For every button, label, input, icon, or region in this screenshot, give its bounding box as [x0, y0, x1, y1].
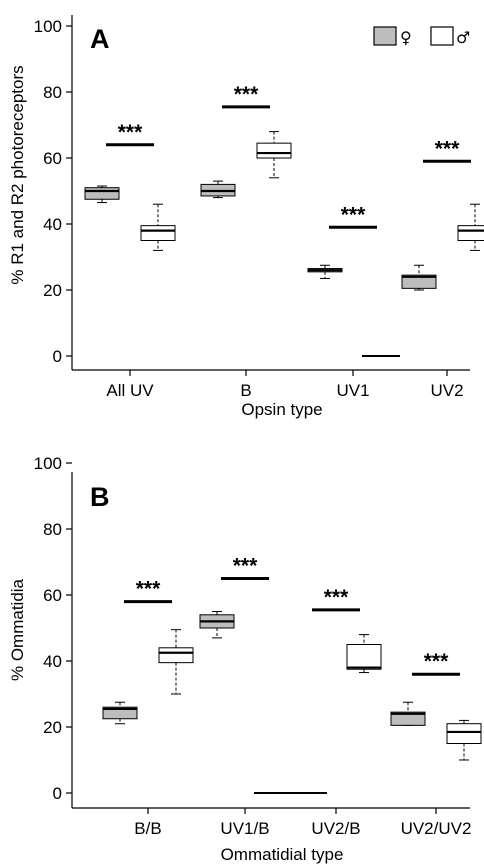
y-tick-label: 80	[43, 520, 62, 539]
legend-male-swatch	[430, 26, 454, 46]
iqr-rect	[84, 187, 120, 200]
box-male	[140, 203, 176, 251]
x-tick-label: UV2	[430, 381, 463, 400]
legend-female-swatch	[373, 26, 397, 46]
x-tick-label: All UV	[106, 381, 154, 400]
x-tick-label: UV1	[336, 381, 369, 400]
significance-stars: ***	[324, 586, 349, 609]
significance-stars: ***	[435, 137, 460, 160]
iqr-rect	[140, 225, 176, 241]
iqr-rect	[158, 647, 194, 664]
y-tick-label: 60	[43, 149, 62, 168]
panel-b: B % Ommatidia Ommatidial type 0 20 40 60 80 1…	[8, 454, 482, 864]
legend-female-symbol: ♀	[400, 28, 412, 47]
panel-letter-a: A	[90, 24, 110, 54]
y-tick-label: 40	[43, 652, 62, 671]
x-tick-label: UV1/B	[220, 819, 269, 838]
iqr-rect	[346, 644, 382, 670]
y-tick-label: 40	[43, 215, 62, 234]
legend-male-symbol: ♂	[456, 28, 470, 47]
box-female	[199, 611, 235, 639]
box-female	[102, 701, 138, 725]
box-male	[457, 203, 484, 251]
significance-stars: ***	[341, 203, 366, 226]
legend: ♀ ♂	[373, 26, 470, 47]
significance-stars: ***	[118, 121, 143, 144]
y-tick-label: 60	[43, 586, 62, 605]
iqr-rect	[256, 142, 292, 159]
box-female	[84, 185, 120, 204]
significance-stars: ***	[424, 650, 449, 673]
y-tick-label: 20	[43, 281, 62, 300]
panel-letter-b: B	[90, 482, 110, 512]
significance-stars: ***	[233, 555, 258, 578]
box-female	[307, 264, 343, 279]
y-tick-label: 20	[43, 718, 62, 737]
x-tick-label: B	[240, 381, 251, 400]
iqr-rect	[446, 723, 482, 745]
x-tick-label: B/B	[134, 819, 161, 838]
y-tick-label: 0	[53, 784, 62, 803]
x-tick-label: UV2/UV2	[401, 819, 472, 838]
y-tick-label: 80	[43, 83, 62, 102]
panel-a: A % R1 and R2 photoreceptors Opsin type …	[8, 15, 484, 419]
iqr-rect	[390, 711, 426, 726]
box-male	[256, 131, 292, 179]
x-tick-label: UV2/B	[311, 819, 360, 838]
significance-stars: ***	[136, 578, 161, 601]
iqr-rect	[401, 274, 437, 289]
y-tick-label: 100	[34, 17, 62, 36]
iqr-rect	[457, 225, 484, 241]
y-tick-label: 100	[34, 454, 62, 473]
y-tick-label: 0	[53, 347, 62, 366]
box-female	[390, 701, 426, 726]
y-axis-title-a: % R1 and R2 photoreceptors	[8, 65, 27, 284]
box-male	[446, 719, 482, 761]
iqr-rect	[102, 706, 138, 720]
box-male	[346, 634, 382, 674]
x-axis-title-a: Opsin type	[241, 400, 322, 419]
significance-stars: ***	[234, 83, 259, 106]
box-female	[200, 180, 236, 199]
y-axis-title-b: % Ommatidia	[8, 578, 27, 681]
box-male	[158, 629, 194, 695]
box-female	[401, 264, 437, 291]
x-axis-title-b: Ommatidial type	[221, 845, 344, 864]
